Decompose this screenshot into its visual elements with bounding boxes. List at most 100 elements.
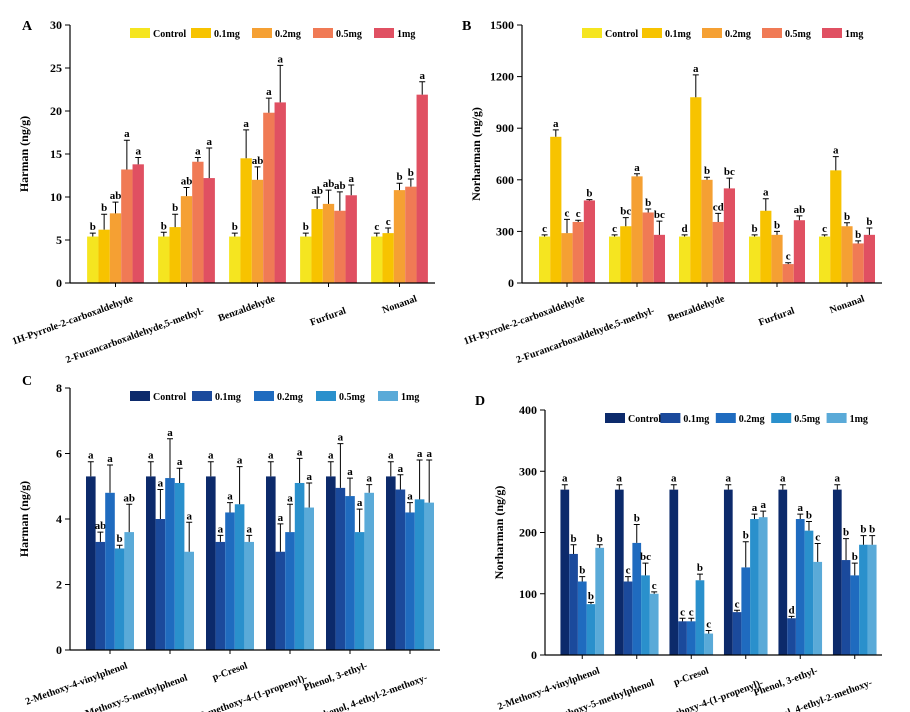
bar [830,170,842,283]
significance-label: a [158,478,164,490]
error-bar [135,156,142,165]
bar [561,233,573,283]
bar [863,234,875,283]
error-bar [832,156,839,171]
bar [364,492,374,650]
significance-label: b [303,221,309,233]
legend-swatch [130,28,150,38]
error-bar [327,461,334,477]
significance-label: a [227,491,233,503]
significance-label: a [617,473,623,485]
significance-label: a [407,491,413,503]
bar [354,532,365,650]
bar [326,476,336,650]
error-bar [347,477,353,497]
bar [334,210,346,283]
error-bar [834,484,841,490]
bar [174,482,185,650]
x-tick-label: Nonanal [381,293,419,316]
error-bar [277,64,284,103]
significance-label: a [634,162,640,174]
bar [771,234,783,283]
error-bar [541,234,548,237]
bar [723,188,735,283]
significance-label: ab [334,180,346,192]
significance-label: b [161,220,167,232]
significance-label: a [760,499,766,511]
error-bar [147,461,154,477]
bar [169,227,181,283]
bar [632,542,642,655]
significance-label: c [386,216,391,228]
bar [180,196,193,283]
legend-label: Control [605,29,638,40]
significance-label: c [735,598,740,610]
error-bar [167,438,173,479]
significance-label: a [195,145,201,157]
error-bar [734,609,741,613]
bar [192,161,204,283]
significance-label: b [855,229,861,241]
bar [371,236,383,283]
y-axis-title: Harman (ng/g) [17,481,31,557]
panel-label: D [475,394,485,409]
error-bar [243,129,250,159]
error-bar [123,139,130,170]
legend-swatch [822,28,842,38]
y-tick-label: 0 [56,276,62,290]
y-tick-label: 2 [56,578,62,592]
legend-swatch [316,391,336,401]
significance-label: c [652,580,657,592]
legend-swatch [762,28,782,38]
bar [867,544,877,655]
error-bar [337,443,344,488]
bar [741,567,751,655]
error-bar [633,524,640,543]
bar [121,169,133,283]
y-tick-label: 8 [56,381,62,395]
significance-label: ab [311,185,323,197]
error-bar [183,187,190,197]
bar [414,499,425,650]
significance-label: b [860,524,866,536]
legend-swatch [642,28,662,38]
error-bar [651,591,658,594]
y-tick-label: 100 [519,587,537,601]
significance-label: a [752,502,758,514]
legend-label: 0.1mg [214,29,240,40]
bar [285,532,295,650]
bar [98,229,110,283]
y-tick-label: 0 [56,643,62,657]
bar [244,541,254,650]
legend-label: Control [153,392,186,403]
error-bar [670,484,677,490]
error-bar [160,231,167,237]
significance-label: b [806,509,812,521]
significance-label: ab [123,492,135,504]
significance-label: c [822,223,827,235]
error-bar [407,178,414,187]
significance-label: a [693,63,699,75]
significance-label: a [124,128,130,140]
y-tick-label: 20 [50,104,62,118]
error-bar [575,219,582,222]
legend-label: 0.5mg [339,392,365,403]
error-bar [751,513,758,520]
significance-label: a [357,497,363,509]
significance-label: ab [181,176,193,188]
y-tick-label: 5 [56,233,62,247]
error-bar [844,222,850,227]
error-bar [325,189,332,204]
legend-swatch [826,413,847,423]
bar [782,264,794,283]
error-bar [265,97,272,113]
error-bar [407,502,413,513]
significance-label: a [426,448,432,460]
error-bar [416,459,423,500]
error-bar [186,521,193,552]
error-bar [236,466,243,505]
y-axis-title: Harman (ng/g) [17,116,31,192]
error-bar [774,230,780,235]
legend-label: 0.1mg [683,414,709,425]
error-bar [89,232,96,237]
